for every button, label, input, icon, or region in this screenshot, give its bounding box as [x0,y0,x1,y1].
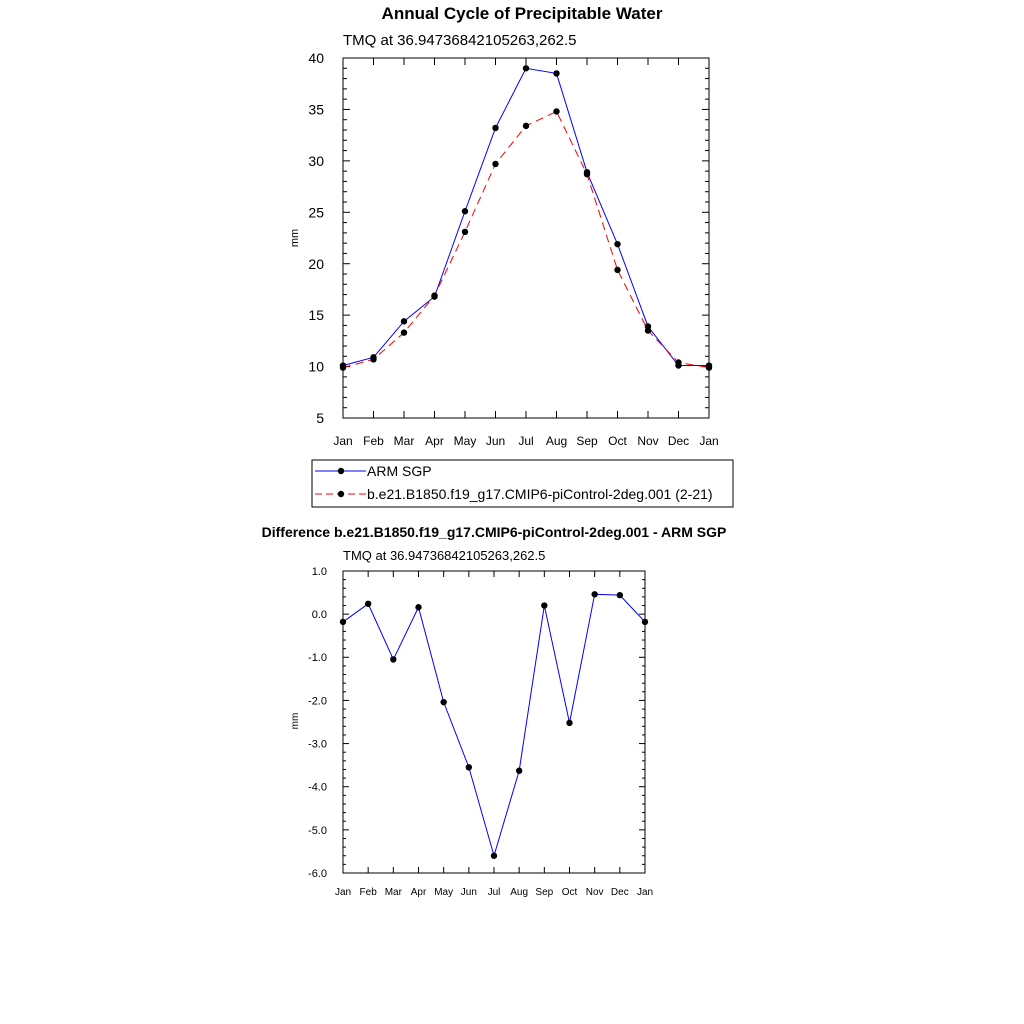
chart1-data-point [614,266,621,274]
chart2-x-tick-label: Dec [611,887,629,898]
chart2-y-tick-label: -3.0 [308,739,327,751]
chart2-x-tick-label: Jan [335,887,351,898]
chart1-data-point [461,228,469,236]
chart2-data-point [591,591,598,598]
chart2-data-point [415,604,422,611]
chart1-data-point [492,160,499,168]
chart2-y-axis-label: mm [290,713,301,730]
chart2-data-point [490,852,498,859]
chart2-x-tick-label: Oct [562,887,578,898]
chart1-data-point [339,364,347,371]
legend-item-obs: ARM SGP [315,463,432,479]
chart2-subtitle: TMQ at 36.94736842105263,262.5 [343,548,545,563]
chart1-x-ticks: Jan Feb Mar Apr May Jun Jul Aug Sep Oct Nov Dec Jan [333,58,719,448]
chart1-y-axis-label: mm [289,229,301,247]
chart2-y-tick-label: -5.0 [308,825,327,837]
chart1-x-tick-label: Dec [668,434,689,448]
chart2-x-tick-label: Sep [535,887,553,898]
chart2-x-tick-label: Apr [411,887,427,898]
chart1-y-tick-label: 30 [308,153,324,169]
chart1-data-point [370,356,377,363]
chart1-data-point [644,327,652,334]
chart1-data-point [400,318,408,325]
chart2-y-tick-label: -4.0 [308,782,327,794]
chart2-x-tick-label: Mar [385,887,403,898]
chart1-data-point [431,292,438,299]
legend-marker-obs [337,467,345,475]
chart1-series [339,65,713,371]
legend-label-model: b.e21.B1850.f19_g17.CMIP6-piControl-2deg… [367,486,713,502]
chart2-data-point [364,600,372,607]
chart1-y-tick-label: 10 [308,359,324,375]
chart1-x-tick-label: Nov [637,434,658,448]
chart1-y-tick-label: 25 [308,204,324,220]
chart1-data-point [614,240,621,248]
chart1-y-tick-label: 5 [316,410,324,426]
chart1-data-point [705,364,713,371]
annual-cycle-chart: Annual Cycle of Precipitable Water TMQ a… [289,4,719,448]
chart2-series [339,591,649,859]
chart2-data-point [515,767,523,774]
chart2-y-tick-label: 1.0 [312,566,327,578]
chart1-x-tick-label: Apr [425,434,444,448]
legend-label-obs: ARM SGP [367,463,432,479]
chart1-x-tick-label: Oct [608,434,627,448]
chart1-data-point [400,329,408,336]
chart2-data-point [390,656,397,663]
chart2-x-tick-label: Jul [488,887,501,898]
chart2-x-tick-label: Aug [510,887,528,898]
difference-chart: Difference b.e21.B1850.f19_g17.CMIP6-piC… [262,524,727,898]
chart2-data-point [339,618,347,626]
chart1-title: Annual Cycle of Precipitable Water [382,4,663,23]
chart2-x-tick-label: Nov [586,887,604,898]
chart2-data-point [616,591,624,599]
chart1-data-point [675,359,682,366]
chart2-data-point [566,719,573,727]
chart1-y-tick-label: 40 [308,50,324,66]
chart2-title: Difference b.e21.B1850.f19_g17.CMIP6-piC… [262,524,727,540]
chart1-x-tick-label: Jul [518,434,533,448]
legend-marker-model [337,490,345,498]
chart2-x-ticks: Jan Feb Mar Apr May Jun Jul Aug Sep Oct Nov Dec Jan [335,571,653,898]
chart1-y-tick-label: 35 [308,101,324,117]
chart2-y-tick-label: -1.0 [308,652,327,664]
chart1-data-point [522,122,530,130]
chart1-x-tick-label: Sep [576,434,598,448]
chart1-y-ticks: 5 10 15 20 25 30 35 40 [308,50,709,426]
legend-item-model: b.e21.B1850.f19_g17.CMIP6-piControl-2deg… [315,486,713,502]
chart2-y-tick-label: -6.0 [308,868,327,880]
chart2-x-tick-label: Jan [637,887,653,898]
chart1-x-tick-label: Aug [546,434,567,448]
chart2-y-ticks: -6.0 -5.0 -4.0 -3.0 -2.0 -1.0 0.0 1.0 [308,566,645,880]
chart1-x-tick-label: May [454,434,477,448]
chart2-data-point [440,698,447,706]
legend: ARM SGP b.e21.B1850.f19_g17.CMIP6-piCont… [311,459,734,508]
chart2-data-point [541,602,548,609]
chart2-y-tick-label: 0.0 [312,609,327,621]
chart1-data-point [492,124,499,132]
chart1-data-point [583,171,591,178]
chart1-data-point [522,65,530,72]
chart1-data-point [553,108,560,115]
chart1-y-tick-label: 15 [308,307,324,323]
chart1-x-tick-label: Jan [699,434,718,448]
chart1-x-tick-label: Feb [363,434,384,448]
chart2-x-tick-label: Jun [461,887,477,898]
chart2-x-tick-label: Feb [360,887,378,898]
chart2-data-point [641,618,649,626]
legend-frame [311,459,734,508]
chart1-data-point [553,70,560,77]
chart2-x-tick-label: May [434,887,453,898]
chart1-x-tick-label: Mar [394,434,415,448]
chart2-data-point [465,764,473,771]
chart2-y-tick-label: -2.0 [308,695,327,707]
chart1-x-tick-label: Jun [486,434,505,448]
chart1-x-tick-label: Jan [333,434,352,448]
chart1-data-point [461,208,469,215]
chart1-y-tick-label: 20 [308,256,324,272]
chart1-subtitle: TMQ at 36.94736842105263,262.5 [343,32,577,49]
